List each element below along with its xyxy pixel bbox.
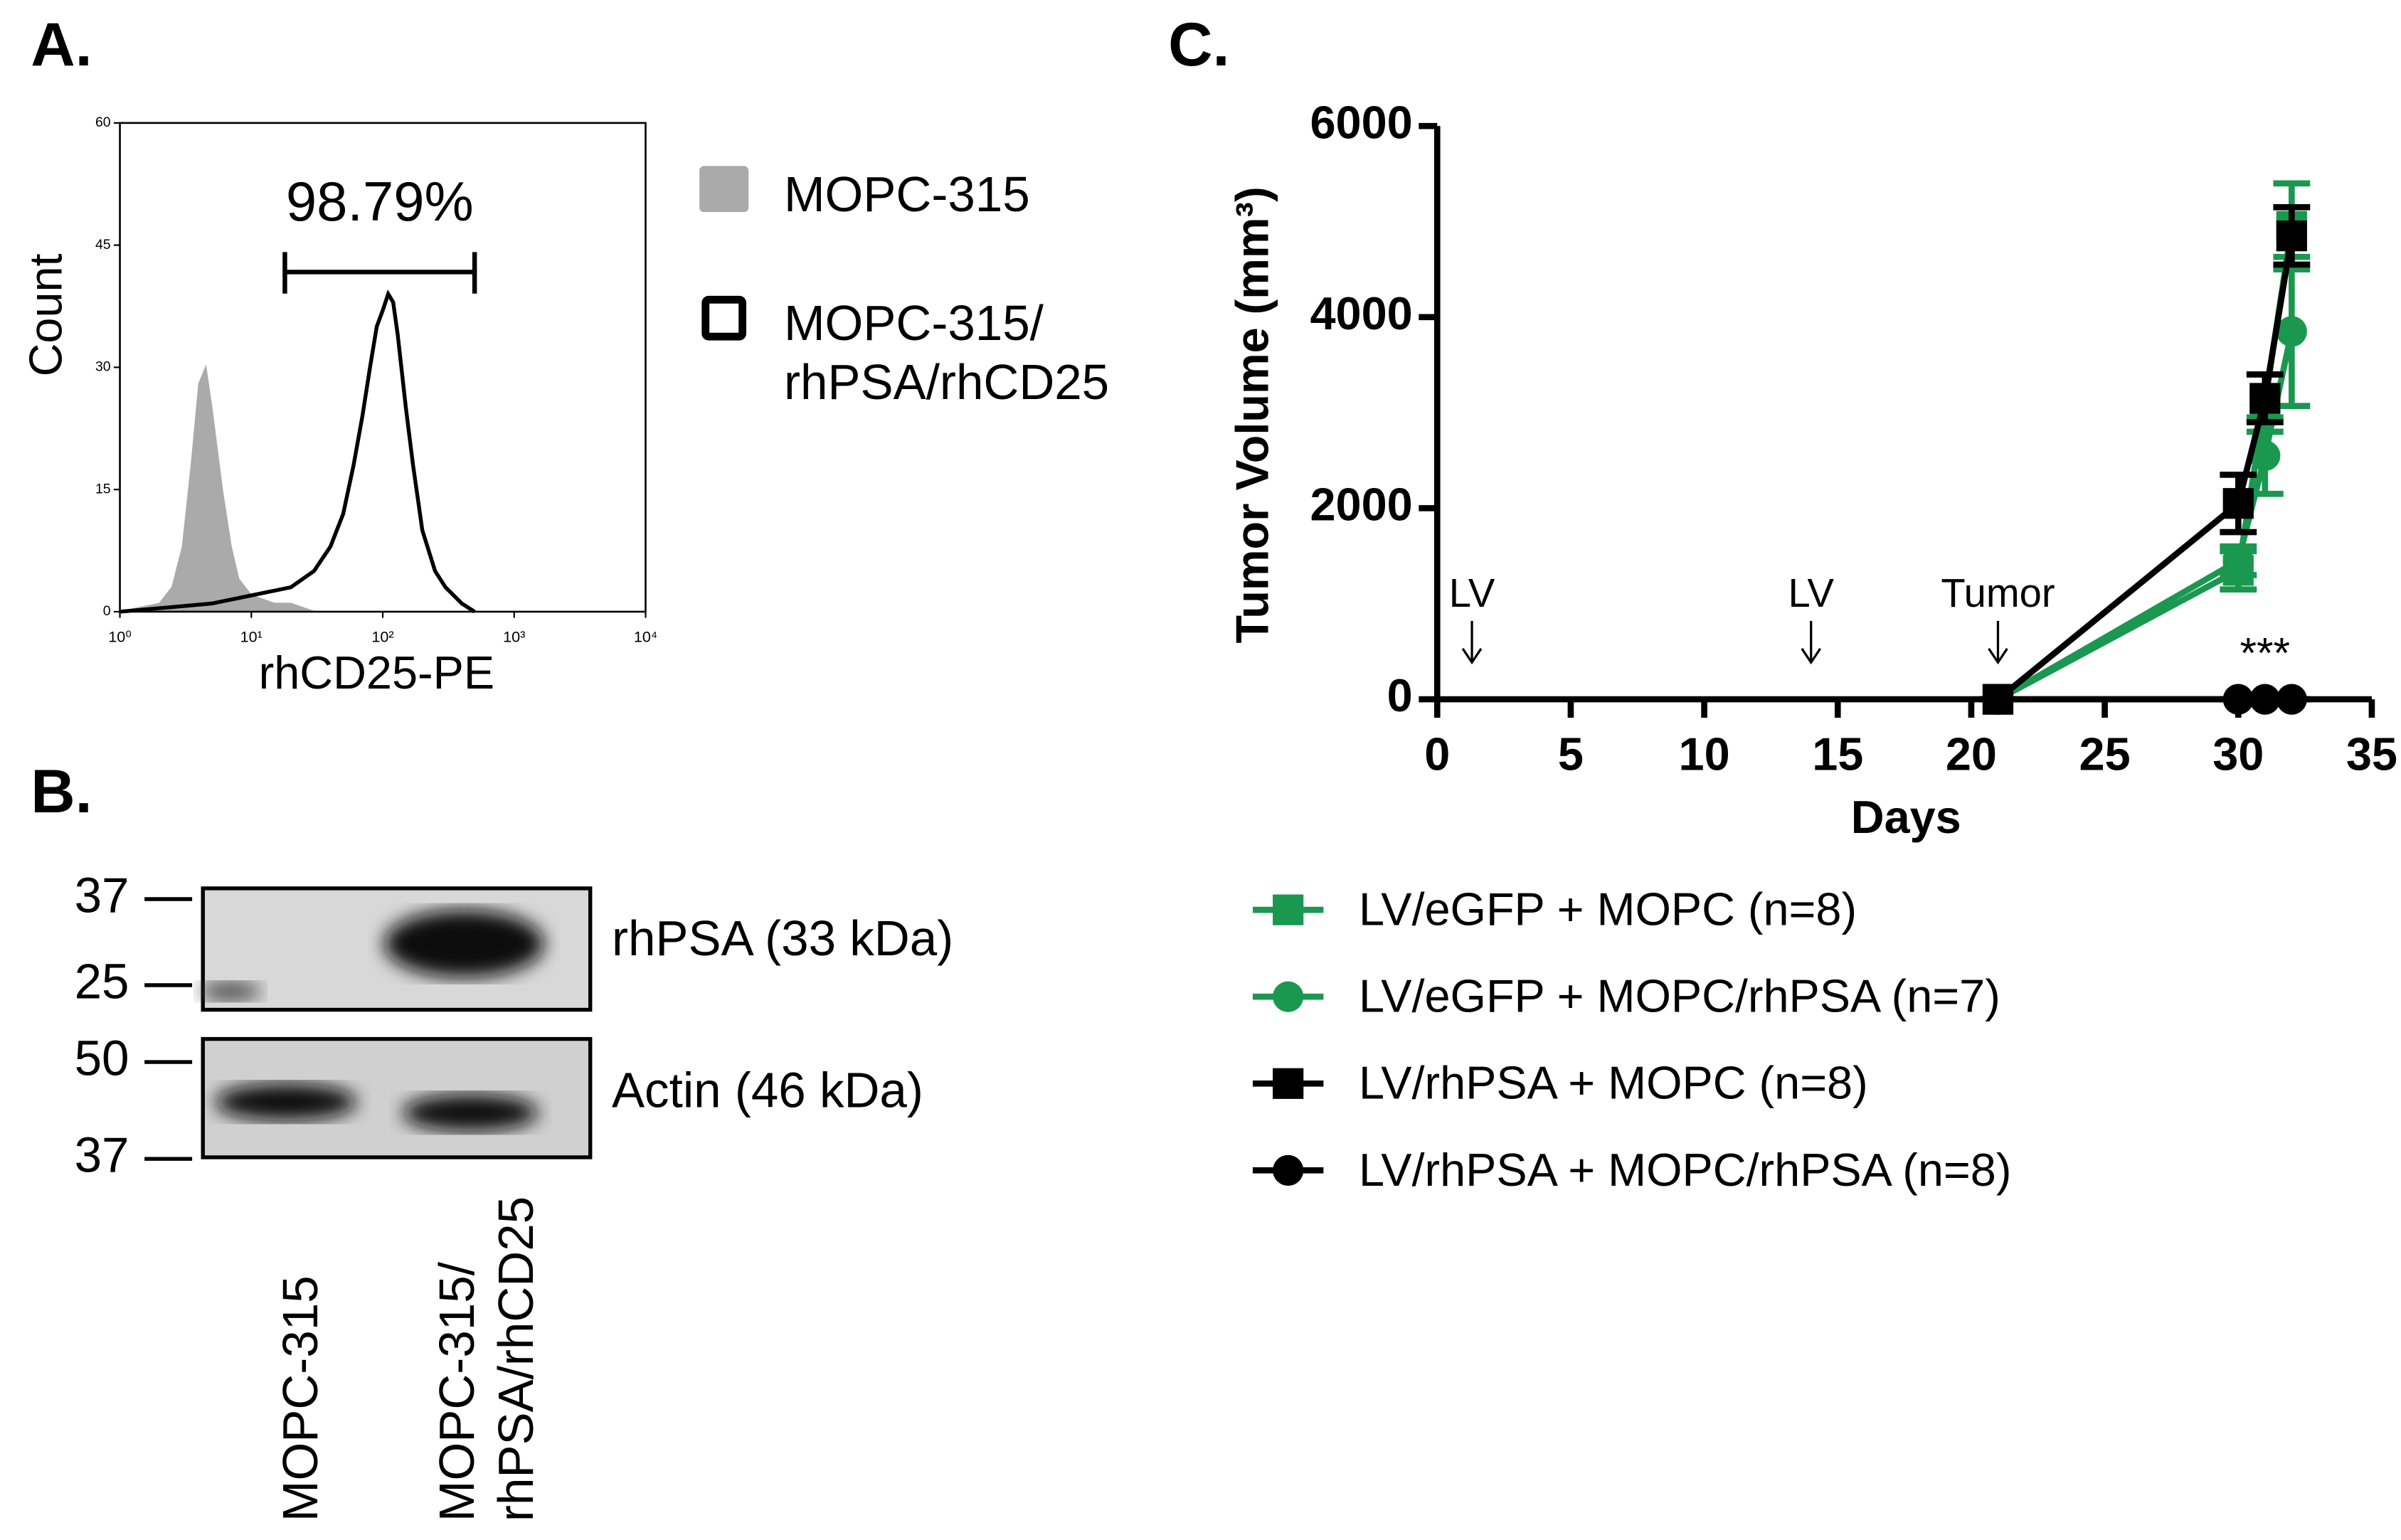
legend-label: LV/rhPSA + MOPC (n=8): [1359, 1057, 1868, 1109]
y-tick-label: 45: [95, 237, 111, 253]
y-tick-label: 60: [95, 115, 111, 130]
y-axis-label: Tumor Volume (mm³): [1226, 186, 1278, 643]
legend-marker: [1273, 1154, 1304, 1186]
legend-label: LV/eGFP + MOPC (n=8): [1359, 883, 1857, 935]
histogram-area: [120, 364, 314, 613]
marker-label: 25: [75, 953, 129, 1009]
panel-label: B.: [31, 758, 92, 826]
y-tick-label: 15: [95, 481, 111, 496]
y-tick-label: 0: [103, 603, 111, 619]
lane-label: MOPC-315/rhPSA/rhCD25: [429, 1196, 544, 1522]
marker: [2222, 545, 2254, 576]
annotation: Tumor: [1941, 570, 2055, 615]
marker: [2276, 221, 2307, 252]
legend-marker: [1273, 1068, 1304, 1099]
x-axis-label: Days: [1851, 791, 1961, 843]
band: [384, 910, 544, 978]
marker: [1982, 684, 2014, 715]
significance: ***: [2240, 629, 2290, 677]
legend-swatch: [701, 295, 747, 341]
x-tick-label: 35: [2346, 728, 2397, 780]
legend-swatch: [699, 166, 749, 213]
y-tick-label: 30: [95, 359, 111, 375]
marker: [2249, 440, 2281, 472]
arrow-head: [1461, 647, 1483, 665]
marker: [2276, 316, 2307, 347]
lane-label: MOPC-315: [272, 1275, 328, 1522]
marker: [2276, 684, 2307, 715]
x-tick-label: 10: [1679, 728, 1730, 780]
y-tick-label: 4000: [1310, 287, 1412, 339]
y-tick-label: 0: [1387, 669, 1413, 721]
marker: [2222, 684, 2254, 715]
y-axis-label: Count: [19, 253, 71, 376]
legend-marker: [1273, 894, 1304, 925]
y-tick-label: 2000: [1310, 479, 1412, 531]
band: [403, 1094, 539, 1132]
y-tick-label: 6000: [1310, 96, 1412, 148]
annotation: LV: [1788, 570, 1834, 615]
x-tick-label: 15: [1812, 728, 1863, 780]
x-tick-label: 10³: [503, 627, 525, 645]
x-tick-label: 10⁴: [634, 627, 657, 645]
legend-marker: [1273, 981, 1304, 1012]
x-tick-label: 25: [2079, 728, 2131, 780]
band: [215, 1083, 357, 1121]
gate-label: 98.79%: [286, 171, 474, 233]
arrow-head: [1988, 647, 2008, 665]
panel-label: A.: [31, 11, 92, 79]
panel-label: C.: [1168, 11, 1229, 79]
series-line: [1995, 235, 2295, 702]
band-label: rhPSA (33 kDa): [612, 910, 953, 966]
legend-label: MOPC-315: [784, 166, 1030, 222]
marker: [2249, 383, 2281, 414]
x-tick-label: 10⁰: [108, 627, 132, 645]
band-label: Actin (46 kDa): [612, 1063, 923, 1118]
band: [199, 982, 262, 1001]
marker: [2249, 684, 2281, 715]
x-tick-label: 0: [1424, 728, 1450, 780]
x-tick-label: 10¹: [240, 627, 263, 645]
marker-label: 37: [75, 1127, 129, 1182]
x-tick-label: 20: [1946, 728, 1997, 780]
annotation: LV: [1449, 570, 1495, 615]
marker-label: 50: [75, 1030, 129, 1085]
legend-label: LV/eGFP + MOPC/rhPSA (n=7): [1359, 970, 2000, 1022]
legend-label: LV/rhPSA + MOPC/rhPSA (n=8): [1359, 1144, 2011, 1196]
marker-label: 37: [75, 867, 129, 923]
arrow-head: [1801, 647, 1822, 665]
marker: [2222, 488, 2254, 519]
x-tick-label: 30: [2212, 728, 2264, 780]
x-tick-label: 10²: [371, 627, 393, 645]
legend-label: MOPC-315/rhPSA/rhCD25: [784, 295, 1109, 410]
x-axis-label: rhCD25-PE: [259, 647, 494, 699]
histogram-line: [120, 289, 476, 614]
x-tick-label: 5: [1558, 728, 1584, 780]
